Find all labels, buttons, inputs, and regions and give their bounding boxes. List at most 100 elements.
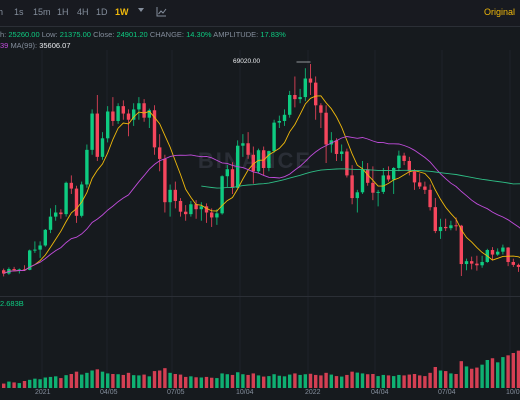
- volume-readout: 2.683B: [0, 299, 24, 308]
- toolbar: h 1s 15m 1H 4H 1D 1W Original: [0, 0, 520, 27]
- original-view-button[interactable]: Original: [484, 7, 516, 17]
- timeframe-partial[interactable]: h: [0, 7, 4, 17]
- volume-bar: [95, 369, 99, 388]
- candle-body: [95, 113, 99, 157]
- candlestick-chart[interactable]: BINANCE: [0, 26, 520, 398]
- candle-body: [64, 182, 68, 215]
- candle-body: [184, 211, 188, 215]
- timeframe-15m[interactable]: 15m: [33, 7, 51, 17]
- high-value: 25260.00: [8, 30, 40, 39]
- chart-grid: [41, 50, 511, 388]
- candle-body: [74, 188, 79, 216]
- x-label-07-04: 07/04: [438, 389, 456, 396]
- candle-body: [334, 140, 339, 154]
- candle-body: [152, 110, 157, 148]
- volume-bar: [85, 372, 89, 388]
- candle-body: [189, 204, 193, 215]
- volume-bar: [376, 376, 380, 388]
- chart-indicator-icon[interactable]: [156, 6, 167, 17]
- candle-body: [386, 175, 391, 180]
- volume-divider: [0, 296, 520, 297]
- candle-body: [116, 106, 120, 121]
- candle-body: [147, 110, 151, 118]
- timeframe-1d[interactable]: 1D: [96, 7, 108, 17]
- volume-bar: [178, 374, 183, 388]
- caret-down-icon[interactable]: [138, 8, 144, 12]
- volume-bar: [371, 374, 375, 388]
- volume-bar: [329, 374, 333, 388]
- candle-body: [2, 270, 6, 274]
- volume-bar: [236, 372, 240, 388]
- candle-body: [158, 147, 162, 159]
- candle-body: [178, 200, 183, 212]
- close-value: 24901.20: [116, 30, 148, 39]
- volume-bar: [288, 374, 292, 388]
- candle-body: [475, 263, 479, 266]
- volume-bar: [501, 357, 505, 388]
- volume-bar: [225, 374, 229, 388]
- volume-bar: [267, 376, 271, 388]
- candle-body: [126, 113, 131, 120]
- volume-bar: [215, 378, 219, 388]
- candle-body: [308, 78, 313, 83]
- volume-bar: [464, 366, 469, 388]
- volume-bar: [168, 372, 172, 388]
- candle-body: [412, 171, 417, 183]
- candle-body: [132, 109, 136, 120]
- x-label-2021: 2021: [35, 389, 51, 396]
- timeframe-1h[interactable]: 1H: [57, 7, 69, 17]
- volume-bar: [355, 372, 359, 388]
- ma99-label: MA(99):: [10, 41, 38, 50]
- candle-body: [438, 226, 443, 232]
- volume-bar: [189, 376, 193, 388]
- volume-bar: [210, 377, 214, 388]
- candle-body: [314, 82, 318, 106]
- x-label-2022: 2022: [305, 389, 321, 396]
- volume-bar: [111, 374, 115, 388]
- volume-bar: [334, 376, 339, 388]
- candle-body: [106, 111, 110, 139]
- candle-body: [444, 226, 448, 229]
- volume-bar: [324, 372, 328, 388]
- change-label: CHANGE:: [149, 30, 184, 39]
- timeframe-4h[interactable]: 4H: [77, 7, 89, 17]
- candle-body: [490, 250, 495, 255]
- candle-body: [100, 138, 105, 157]
- change-value: 14.30%: [186, 30, 212, 39]
- volume-bar: [2, 383, 6, 388]
- candle-body: [173, 189, 177, 201]
- volume-bar: [397, 374, 401, 388]
- volume-bar: [428, 372, 432, 388]
- volume-bar: [438, 370, 443, 388]
- candle-body: [43, 229, 47, 246]
- low-value: 21375.00: [59, 30, 91, 39]
- candle-body: [360, 169, 365, 193]
- volume-bar: [308, 373, 313, 388]
- candle-body: [506, 247, 510, 262]
- volume-bar: [121, 374, 125, 388]
- candle-body: [423, 186, 427, 190]
- candle-body: [267, 151, 271, 168]
- volume-bar: [272, 374, 276, 388]
- volume-bar: [454, 374, 458, 388]
- volume-bar: [262, 376, 266, 388]
- candle-body: [433, 207, 437, 232]
- volume-bar: [199, 377, 203, 388]
- timeframe-1s[interactable]: 1s: [14, 7, 24, 17]
- candle-body: [277, 120, 281, 123]
- volume-bar: [12, 382, 16, 388]
- volume-bar: [490, 358, 495, 388]
- ma25-line: [3, 136, 520, 274]
- timeframe-1w[interactable]: 1W: [115, 7, 129, 17]
- volume-bar: [386, 375, 391, 388]
- volume-bar: [59, 378, 63, 388]
- volume-bar: [444, 371, 448, 388]
- volume-bar: [132, 375, 136, 388]
- candle-body: [168, 189, 172, 203]
- volume-bar: [100, 371, 105, 388]
- candle-body: [69, 182, 73, 189]
- volume-bar: [152, 371, 157, 388]
- volume-bar: [340, 376, 344, 388]
- candle-body: [329, 140, 333, 145]
- volume-bar: [392, 376, 396, 388]
